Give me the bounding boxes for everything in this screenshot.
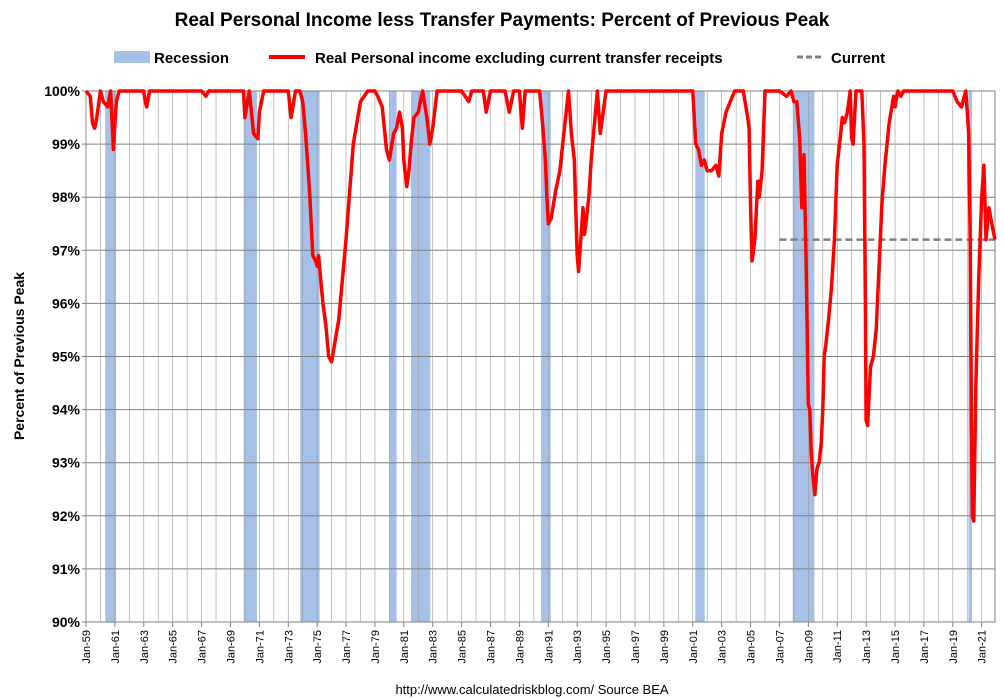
- x-tick-label: Jan-65: [168, 630, 180, 664]
- x-tick-label: Jan-97: [630, 630, 642, 664]
- x-tick-label: Jan-07: [774, 630, 786, 664]
- y-axis-label: Percent of Previous Peak: [11, 272, 27, 440]
- y-tick-label: 98%: [52, 189, 81, 205]
- gridlines: [85, 90, 995, 623]
- x-tick-label: Jan-63: [139, 630, 151, 664]
- series-lines: [84, 89, 997, 523]
- x-tick-label: Jan-01: [688, 630, 700, 664]
- x-tick-label: Jan-21: [977, 630, 989, 664]
- x-tick-label: Jan-19: [948, 630, 960, 664]
- x-tick-label: Jan-73: [283, 630, 295, 664]
- y-tick-label: 91%: [52, 561, 81, 577]
- legend: Recession Real Personal income excluding…: [114, 50, 885, 67]
- y-tick-label: 100%: [44, 83, 80, 99]
- source-note: http://www.calculatedriskblog.com/ Sourc…: [395, 682, 668, 697]
- x-tick-label: Jan-77: [341, 630, 353, 664]
- legend-recession-label: Recession: [154, 50, 229, 67]
- x-axis-ticks: Jan-59 Jan-61 Jan-63 Jan-65 Jan-67 Jan-69 Jan-…: [81, 622, 989, 664]
- income-series-line: [84, 89, 997, 523]
- x-tick-label: Jan-11: [832, 630, 844, 663]
- y-tick-label: 90%: [52, 614, 81, 630]
- y-axis-ticks: 90% 91% 92% 93% 94% 95% 96% 97% 98% 99% 100%: [44, 83, 86, 630]
- x-tick-label: Jan-81: [399, 630, 411, 664]
- y-tick-label: 96%: [52, 295, 81, 311]
- y-tick-label: 99%: [52, 136, 81, 152]
- legend-income-label: Real Personal income excluding current t…: [315, 50, 723, 67]
- x-tick-label: Jan-03: [717, 630, 729, 664]
- x-tick-label: Jan-87: [486, 630, 498, 664]
- x-tick-label: Jan-69: [225, 630, 237, 664]
- x-tick-label: Jan-99: [659, 630, 671, 664]
- y-tick-label: 93%: [52, 455, 81, 471]
- x-tick-label: Jan-85: [457, 630, 469, 664]
- x-tick-label: Jan-13: [861, 630, 873, 664]
- x-tick-label: Jan-75: [312, 630, 324, 664]
- y-tick-label: 95%: [52, 349, 81, 365]
- x-tick-label: Jan-83: [428, 630, 440, 664]
- x-tick-label: Jan-91: [543, 630, 555, 664]
- legend-current-label: Current: [831, 50, 885, 67]
- chart-title: Real Personal Income less Transfer Payme…: [175, 10, 830, 31]
- legend-recession-swatch: [114, 51, 150, 63]
- x-tick-label: Jan-95: [601, 630, 613, 664]
- x-tick-label: Jan-05: [746, 630, 758, 664]
- x-tick-label: Jan-71: [254, 630, 266, 664]
- y-tick-label: 92%: [52, 508, 81, 524]
- x-tick-label: Jan-67: [197, 630, 209, 664]
- x-tick-label: Jan-15: [890, 630, 902, 664]
- x-tick-label: Jan-89: [514, 630, 526, 664]
- x-tick-label: Jan-93: [572, 630, 584, 664]
- y-tick-label: 94%: [52, 402, 81, 418]
- x-tick-label: Jan-17: [919, 630, 931, 664]
- x-tick-label: Jan-79: [370, 630, 382, 664]
- x-tick-label: Jan-59: [81, 630, 93, 664]
- x-tick-label: Jan-61: [110, 630, 122, 664]
- x-tick-label: Jan-09: [803, 630, 815, 664]
- y-tick-label: 97%: [52, 242, 81, 258]
